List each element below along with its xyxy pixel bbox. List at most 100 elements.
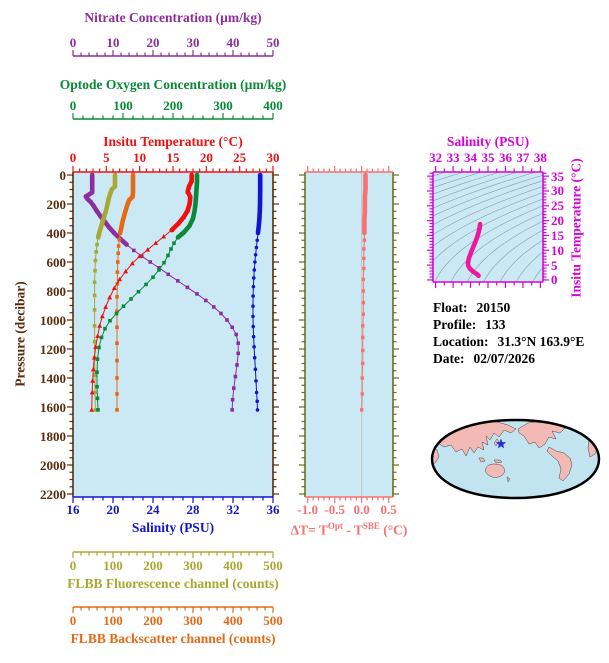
tick-label: 16 [66, 502, 80, 517]
tick-label: 15 [166, 150, 180, 165]
ts-curve [465, 221, 483, 279]
temperature-axis-title: Insitu Temperature (°C) [103, 134, 243, 149]
tick-label: 0.0 [353, 502, 370, 517]
pressure-tick-label: 0 [59, 167, 67, 183]
salinity-profile [251, 172, 263, 412]
pressure-tick-label: 1200 [40, 341, 66, 357]
delta-t-axis-title: ΔT= TOpt - TSBE (°C) [291, 519, 408, 538]
tick-label: 30 [266, 150, 280, 165]
pressure-axis-title: Pressure (decibar) [12, 281, 28, 387]
tick-label: 500 [263, 558, 283, 573]
tick-label: 0 [69, 35, 77, 50]
ts-temperature-tick-label: 0 [551, 272, 558, 288]
tick-label: 400 [223, 613, 243, 628]
delta-title-sup: Opt [327, 521, 343, 531]
backscatter-profile [115, 172, 136, 412]
ts-salinity-axis-title: Salinity (PSU) [446, 134, 530, 149]
oxygen-line-thick [175, 172, 200, 240]
backscatter-axis-title: FLBB Backscatter channel (counts) [70, 631, 276, 646]
backscatter-markers [115, 173, 135, 412]
delta-title-part: ΔT= T [290, 522, 328, 538]
pressure-tick-label: 1000 [40, 312, 66, 328]
ts-temperature-tick-label: 15 [551, 227, 564, 243]
info-line: Float: 20150 [433, 299, 584, 316]
temperature-markers [89, 172, 195, 412]
ts-temperature-tick-label: 35 [551, 168, 564, 184]
tick-label: 36 [498, 150, 512, 165]
tick-label: 33 [446, 150, 460, 165]
world-map [430, 418, 601, 500]
tick-label: 0.5 [380, 502, 397, 517]
ts-temperature-axis-title: Insitu Temperature (°C) [568, 158, 584, 298]
tick-label: 0 [69, 558, 77, 573]
isopycnal-contours [433, 172, 543, 282]
info-label: Float: [433, 300, 468, 315]
tick-label: 37 [516, 150, 530, 165]
delta-plot [304, 172, 394, 497]
tick-label: 100 [113, 98, 133, 113]
tick-label: 32 [429, 150, 443, 165]
oxygen-profile [95, 172, 200, 412]
info-value: 02/07/2026 [473, 351, 535, 366]
ts-temperature-tick-label: 25 [551, 198, 564, 214]
tick-label: 35 [481, 150, 495, 165]
ts-temperature-tick-label: 10 [551, 242, 564, 258]
temperature-profile [89, 172, 195, 412]
delta-plot-background [305, 172, 393, 497]
tick-label: 32 [226, 502, 240, 517]
pressure-tick-label: 1800 [40, 428, 66, 444]
temperature-line-thick [169, 172, 194, 233]
tick-label: 0 [69, 150, 77, 165]
tick-label: 400 [223, 558, 243, 573]
tick-label: 0 [69, 98, 77, 113]
tick-label: 20 [146, 35, 160, 50]
tick-label: 400 [263, 98, 283, 113]
tick-label: 200 [143, 613, 163, 628]
tick-label: 200 [163, 98, 183, 113]
tick-label: 20 [199, 150, 213, 165]
delta-title-part: - T [342, 522, 363, 538]
delta-title-sup: SBE [362, 521, 380, 531]
tick-label: 100 [103, 558, 123, 573]
tick-label: 28 [186, 502, 200, 517]
pressure-tick-label: 800 [46, 283, 67, 299]
info-value: 20150 [476, 300, 511, 315]
tick-label: 100 [103, 613, 123, 628]
float-info-block: Float: 20150 Profile: 133 Location: 31.3°N 16… [433, 299, 584, 367]
pressure-tick-label: 2200 [40, 486, 66, 502]
float-location-star [495, 438, 507, 449]
tick-label: 36 [266, 502, 280, 517]
tick-label: 34 [464, 150, 478, 165]
delta-title-part: (°C) [379, 522, 408, 538]
tick-label: 300 [183, 613, 203, 628]
info-line: Profile: 133 [433, 316, 584, 333]
tick-label: 300 [213, 98, 233, 113]
tick-label: 500 [263, 613, 283, 628]
main-plot [72, 172, 274, 497]
ts-temperature-tick-label: 5 [551, 257, 558, 273]
info-value: 133 [485, 317, 506, 332]
tick-label: 20 [106, 502, 120, 517]
tick-label: -0.5 [324, 502, 345, 517]
delta-profile [359, 172, 368, 412]
nitrate-markers [84, 173, 240, 412]
ts-plot [432, 172, 544, 282]
tick-label: 300 [183, 558, 203, 573]
tick-label: 24 [146, 502, 160, 517]
tick-label: 25 [233, 150, 247, 165]
oxygen-axis-title: Optode Oxygen Concentration (µm/kg) [59, 77, 287, 92]
tick-label: 10 [106, 35, 120, 50]
pressure-tick-label: 400 [46, 225, 67, 241]
tick-label: 30 [186, 35, 200, 50]
pressure-tick-label: 1400 [40, 370, 66, 386]
pressure-tick-label: 1600 [40, 399, 66, 415]
tick-label: 50 [266, 35, 280, 50]
tick-label: 38 [533, 150, 547, 165]
info-value: 31.3°N 163.9°E [497, 334, 585, 349]
info-label: Profile: [433, 317, 477, 332]
ts-temperature-tick-label: 20 [551, 213, 564, 229]
tick-label: 10 [133, 150, 147, 165]
tick-label: -1.0 [297, 502, 318, 517]
